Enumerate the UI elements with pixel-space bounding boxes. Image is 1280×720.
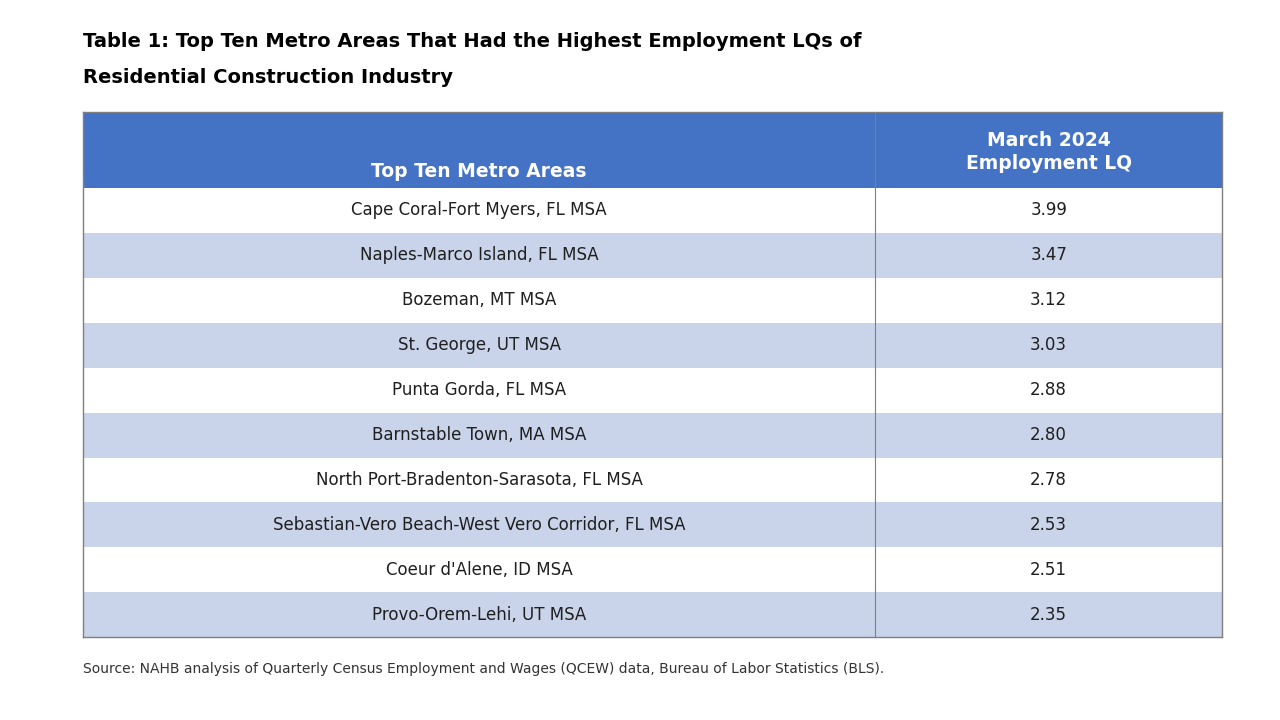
Text: Source: NAHB analysis of Quarterly Census Employment and Wages (QCEW) data, Bure: Source: NAHB analysis of Quarterly Censu… [83, 662, 884, 676]
Text: Bozeman, MT MSA: Bozeman, MT MSA [402, 292, 557, 310]
Text: 3.47: 3.47 [1030, 246, 1068, 264]
Text: Cape Coral-Fort Myers, FL MSA: Cape Coral-Fort Myers, FL MSA [351, 202, 607, 220]
Text: Naples-Marco Island, FL MSA: Naples-Marco Island, FL MSA [360, 246, 598, 264]
Text: 2.51: 2.51 [1030, 561, 1068, 579]
Text: Coeur d'Alene, ID MSA: Coeur d'Alene, ID MSA [385, 561, 572, 579]
Text: March 2024: March 2024 [987, 131, 1111, 150]
Text: 2.35: 2.35 [1030, 606, 1068, 624]
Text: 3.12: 3.12 [1030, 292, 1068, 310]
Text: Barnstable Town, MA MSA: Barnstable Town, MA MSA [372, 426, 586, 444]
Text: St. George, UT MSA: St. George, UT MSA [398, 336, 561, 354]
Text: Residential Construction Industry: Residential Construction Industry [83, 68, 453, 87]
Text: 2.78: 2.78 [1030, 471, 1068, 489]
Text: Employment LQ: Employment LQ [965, 154, 1132, 173]
Text: North Port-Bradenton-Sarasota, FL MSA: North Port-Bradenton-Sarasota, FL MSA [316, 471, 643, 489]
Text: Provo-Orem-Lehi, UT MSA: Provo-Orem-Lehi, UT MSA [372, 606, 586, 624]
Text: 3.03: 3.03 [1030, 336, 1068, 354]
Text: 3.99: 3.99 [1030, 202, 1068, 220]
Text: Sebastian-Vero Beach-West Vero Corridor, FL MSA: Sebastian-Vero Beach-West Vero Corridor,… [273, 516, 685, 534]
Text: 2.88: 2.88 [1030, 381, 1068, 399]
Text: Punta Gorda, FL MSA: Punta Gorda, FL MSA [392, 381, 566, 399]
Text: 2.80: 2.80 [1030, 426, 1068, 444]
Text: Top Ten Metro Areas: Top Ten Metro Areas [371, 162, 586, 181]
Text: 2.53: 2.53 [1030, 516, 1068, 534]
Text: Table 1: Top Ten Metro Areas That Had the Highest Employment LQs of: Table 1: Top Ten Metro Areas That Had th… [83, 32, 861, 51]
